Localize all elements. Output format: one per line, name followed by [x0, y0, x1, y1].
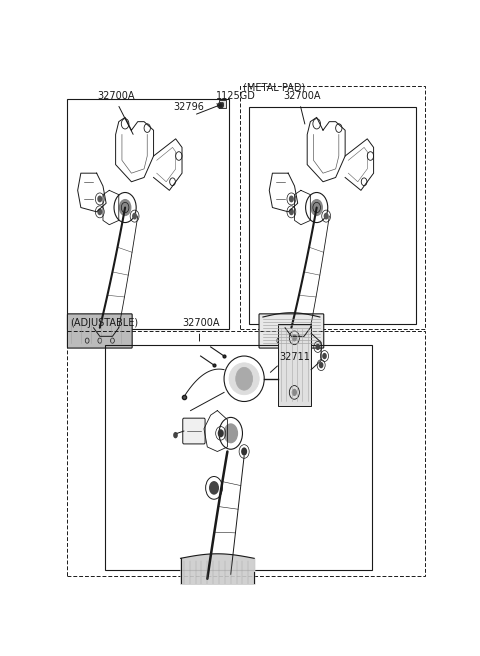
Circle shape — [289, 195, 294, 202]
Circle shape — [292, 334, 297, 342]
Text: 32700A: 32700A — [183, 318, 220, 328]
FancyBboxPatch shape — [259, 314, 324, 348]
Circle shape — [289, 209, 294, 215]
Ellipse shape — [229, 363, 259, 395]
Circle shape — [218, 429, 224, 438]
Circle shape — [292, 389, 297, 396]
Text: 32700A: 32700A — [97, 91, 135, 101]
Circle shape — [221, 102, 224, 106]
Text: 32711: 32711 — [279, 352, 311, 361]
Circle shape — [223, 423, 238, 443]
Text: (ADJUSTABLE): (ADJUSTABLE) — [71, 318, 139, 328]
Circle shape — [97, 209, 102, 215]
Circle shape — [311, 199, 323, 216]
Circle shape — [322, 353, 327, 359]
Bar — [105, 345, 372, 569]
Circle shape — [236, 367, 252, 390]
FancyBboxPatch shape — [67, 314, 132, 348]
Text: 32796: 32796 — [173, 102, 204, 112]
Circle shape — [241, 447, 247, 455]
Circle shape — [173, 432, 178, 438]
Bar — [249, 106, 416, 323]
FancyBboxPatch shape — [183, 418, 205, 444]
Bar — [240, 87, 424, 329]
Bar — [67, 331, 424, 576]
Bar — [277, 324, 311, 406]
Text: 32700A: 32700A — [283, 91, 321, 102]
Circle shape — [315, 344, 320, 350]
Bar — [67, 99, 229, 329]
Text: (METAL PAD): (METAL PAD) — [243, 83, 305, 92]
Circle shape — [324, 213, 329, 220]
Circle shape — [97, 195, 102, 202]
Text: 1125GD: 1125GD — [216, 91, 256, 102]
Circle shape — [132, 213, 137, 220]
Circle shape — [209, 481, 219, 495]
Polygon shape — [219, 100, 226, 108]
Circle shape — [119, 199, 132, 216]
Circle shape — [319, 362, 324, 368]
